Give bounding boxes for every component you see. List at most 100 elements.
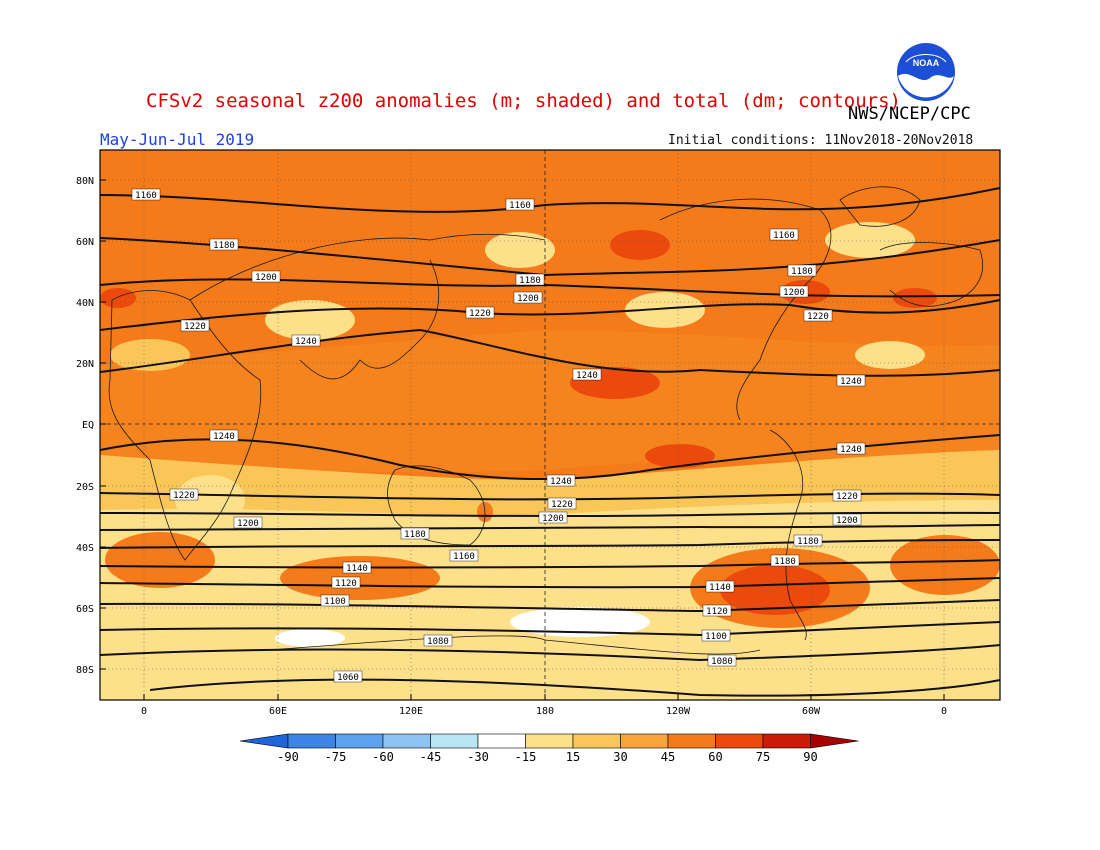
colorbar-label: 45 <box>661 750 675 764</box>
colorbar-swatch <box>620 733 669 749</box>
chart-title: CFSv2 seasonal z200 anomalies (m; shaded… <box>146 90 901 112</box>
anomaly-europe-west <box>100 288 136 308</box>
contour-label-box <box>572 368 602 381</box>
forecast-period: May-Jun-Jul 2019 <box>100 130 255 149</box>
colorbar-swatch <box>667 733 716 749</box>
colorbar-swatch <box>430 733 479 749</box>
contour-label-box <box>705 580 735 593</box>
lat-tick-label: 40S <box>76 543 94 554</box>
contour-label-box <box>505 198 535 211</box>
contour-label: 1180 <box>404 530 426 540</box>
anomaly-south-atlantic-east <box>890 535 1000 595</box>
contour-label: 1100 <box>705 632 727 642</box>
colorbar-label: -75 <box>325 750 347 764</box>
lat-tick-label: 60N <box>76 237 94 248</box>
contour-label-box <box>209 238 239 251</box>
contour-label: 1180 <box>519 276 541 286</box>
lat-tick-label: 80S <box>76 665 94 676</box>
contour-label-box <box>770 554 800 567</box>
contour-label-box <box>169 488 199 501</box>
colorbar-swatch <box>762 733 811 749</box>
colorbar-swatch <box>572 733 621 749</box>
colorbar-swatch <box>335 733 384 749</box>
contour-label-box <box>449 549 479 562</box>
lat-tick-label: 20N <box>76 359 94 370</box>
longitude-ticks: 0 60E 120E 180 120W 60W 0 <box>141 694 947 717</box>
contour-label-box <box>331 576 361 589</box>
contour-label-box <box>180 319 210 332</box>
contour-label-box <box>836 442 866 455</box>
lat-tick-label: 80N <box>76 176 94 187</box>
contour-label: 1160 <box>509 201 531 211</box>
lon-tick-label: 0 <box>141 706 147 717</box>
anomaly-north-pacific <box>610 230 670 260</box>
colorbar-label: -30 <box>467 750 489 764</box>
contour-label-box <box>701 629 731 642</box>
contour-label-box <box>547 497 577 510</box>
contour-label-box <box>787 264 817 277</box>
contour-label: 1080 <box>711 657 733 667</box>
contour-label: 1240 <box>213 432 235 442</box>
contour-label-box <box>707 654 737 667</box>
colorbar-swatch <box>287 733 336 749</box>
anomaly-greenland <box>825 222 915 258</box>
colorbar-label: 30 <box>613 750 627 764</box>
contour-label: 1200 <box>836 516 858 526</box>
contour-label-box <box>291 334 321 347</box>
lon-tick-label: 0 <box>941 706 947 717</box>
contour-label: 1200 <box>542 514 564 524</box>
contour-label-box <box>546 474 576 487</box>
contour-label: 1240 <box>576 371 598 381</box>
anomaly-europe <box>893 288 937 308</box>
colorbar-arrow-right <box>810 733 859 749</box>
contour-label: 1180 <box>797 537 819 547</box>
contour-label-box <box>769 228 799 241</box>
anomaly-negative-indian-ocean <box>275 629 345 647</box>
contour-label: 1200 <box>783 288 805 298</box>
anomaly-tropical-pacific <box>645 444 715 468</box>
initial-conditions: Initial conditions: 11Nov2018-20Nov2018 <box>668 133 974 148</box>
contour-label-box <box>836 374 866 387</box>
contour-label: 1180 <box>213 241 235 251</box>
contour-label: 1200 <box>237 519 259 529</box>
contour-label-box <box>793 534 823 547</box>
contour-label-box <box>538 511 568 524</box>
anomaly-south-atlantic <box>105 532 215 588</box>
colorbar-swatch <box>715 733 764 749</box>
contour-label-box <box>702 604 732 617</box>
lon-tick-label: 60W <box>802 706 821 717</box>
contour-label-box <box>513 291 543 304</box>
contour-label-box <box>803 309 833 322</box>
colorbar-swatch <box>525 733 574 749</box>
colorbar-label: 90 <box>803 750 817 764</box>
contour-label: 1140 <box>709 583 731 593</box>
anomaly-central-asia <box>265 300 355 340</box>
colorbar: -90 -75 -60 -45 -30 -15 15 30 45 60 75 90 <box>239 733 859 764</box>
colorbar-label: 60 <box>708 750 722 764</box>
contour-label: 1060 <box>337 673 359 683</box>
contour-label: 1220 <box>173 491 195 501</box>
plot-frame <box>99 149 1001 701</box>
lat-tick-label: 20S <box>76 482 94 493</box>
lat-tick-label: 40N <box>76 298 94 309</box>
contour-label: 1120 <box>335 579 357 589</box>
height-contours <box>99 187 1001 697</box>
lon-tick-label: 60E <box>269 706 287 717</box>
contour-label: 1220 <box>807 312 829 322</box>
contour-label: 1220 <box>836 492 858 502</box>
contour-label: 1140 <box>346 564 368 574</box>
anomaly-band-tropics <box>100 330 1000 473</box>
noaa-logo: NOAA <box>897 43 955 101</box>
contour-label: 1180 <box>774 557 796 567</box>
contour-label-box <box>832 489 862 502</box>
colorbar-label: 75 <box>756 750 770 764</box>
contour-label: 1220 <box>184 322 206 332</box>
colorbar-label: -15 <box>515 750 537 764</box>
contour-label: 1160 <box>773 231 795 241</box>
colorbar-swatch <box>477 733 526 749</box>
logo-text: NOAA <box>913 58 940 68</box>
contour-label: 1220 <box>469 309 491 319</box>
lat-tick-label: 60S <box>76 604 94 615</box>
contour-label-box <box>465 306 495 319</box>
